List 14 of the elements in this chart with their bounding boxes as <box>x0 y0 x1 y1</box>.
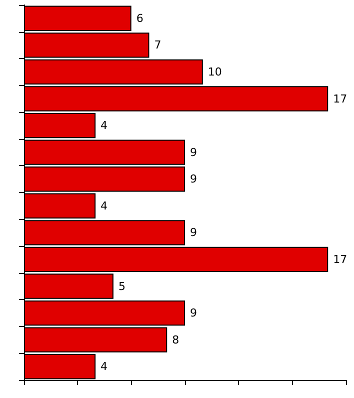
data-label: 6 <box>136 12 144 25</box>
data-label: 5 <box>118 280 126 293</box>
data-label: 8 <box>172 333 180 346</box>
data-label: 4 <box>100 360 108 374</box>
data-label: 17 <box>333 252 348 266</box>
data-label: 10 <box>208 65 222 78</box>
data-label: 9 <box>190 226 197 240</box>
data-label: 7 <box>154 38 162 52</box>
data-label: 9 <box>190 172 197 186</box>
data-label: 4 <box>100 199 108 212</box>
data-label: 4 <box>100 119 108 132</box>
data-label: 9 <box>190 146 197 159</box>
data-label: 9 <box>190 306 197 320</box>
data-label: 17 <box>333 92 348 106</box>
